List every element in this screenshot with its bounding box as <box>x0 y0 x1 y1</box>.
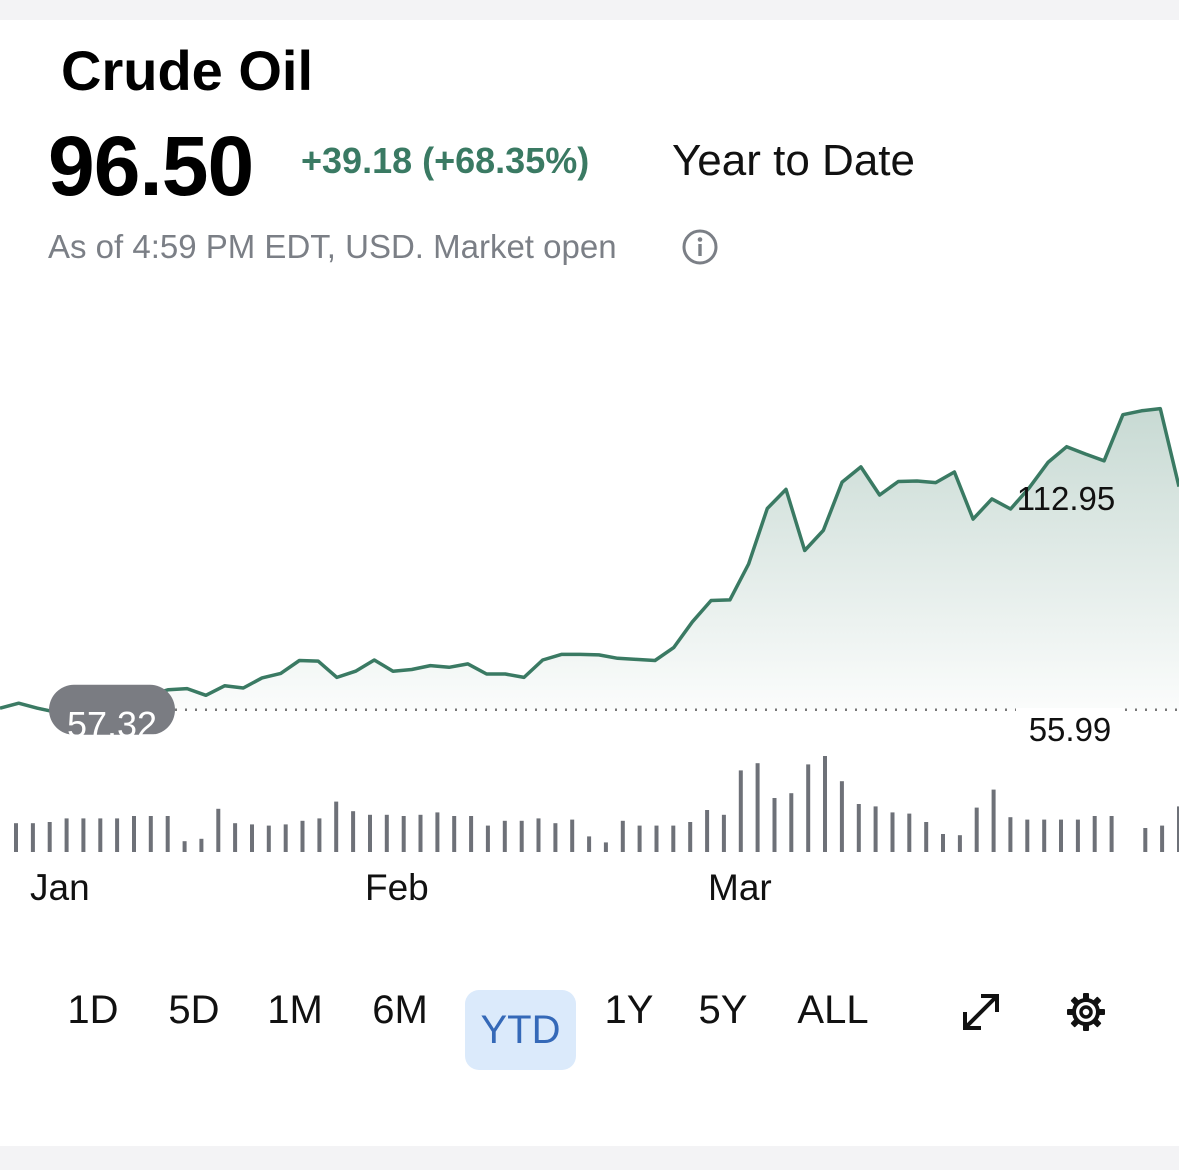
price-chart[interactable]: 57.32 55.99 112.95 Jan Feb Mar <box>0 0 1179 930</box>
volume-bar <box>839 781 844 852</box>
volume-bar <box>485 825 490 852</box>
info-icon[interactable] <box>681 228 719 266</box>
x-tick-jan: Jan <box>30 867 90 908</box>
volume-bar <box>721 814 726 852</box>
tab-ytd[interactable]: YTD <box>465 990 576 1070</box>
volume-bar <box>570 819 575 852</box>
volume-bar <box>30 823 35 852</box>
instrument-title: Crude Oil <box>61 39 314 102</box>
volume-bar <box>536 818 541 852</box>
volume-bar <box>469 816 474 852</box>
volume-bar <box>115 818 120 852</box>
gear-icon[interactable] <box>1064 990 1108 1034</box>
volume-bar <box>216 808 221 852</box>
volume-bar <box>351 811 356 852</box>
volume-bar <box>401 816 406 852</box>
period-label: Year to Date <box>672 136 915 185</box>
volume-bar <box>47 822 52 852</box>
volume-bar <box>1075 819 1080 852</box>
volume-bar <box>856 804 861 852</box>
volume-bar <box>14 823 18 852</box>
baseline-value-badge <box>49 684 175 735</box>
low-label-bg <box>1016 708 1124 748</box>
volume-bar <box>368 814 372 852</box>
tab-all[interactable]: ALL <box>797 988 869 1032</box>
volume-bar <box>1109 816 1114 852</box>
volume-bar <box>806 764 811 852</box>
high-value-label: 112.95 <box>1017 480 1115 517</box>
volume-bar <box>603 842 608 852</box>
volume-bar <box>924 822 929 852</box>
volume-bar <box>890 812 895 852</box>
volume-bar <box>418 814 423 852</box>
volume-bar <box>755 763 760 852</box>
volume-bar <box>654 825 659 852</box>
volume-bar <box>81 818 86 852</box>
volume-bar <box>435 812 440 852</box>
volume-bar <box>1177 806 1179 852</box>
baseline-value-label: 57.32 <box>67 704 157 745</box>
volume-bars <box>14 756 1179 852</box>
as-of-text: As of 4:59 PM EDT, USD. Market open <box>48 228 617 265</box>
price-line <box>0 406 1179 714</box>
tab-5d[interactable]: 5D <box>168 988 220 1032</box>
volume-bar <box>974 807 979 852</box>
volume-bar <box>317 818 322 852</box>
volume-bar <box>1092 816 1097 852</box>
volume-bar <box>502 820 507 852</box>
volume-bar <box>957 835 962 852</box>
volume-bar <box>64 818 69 852</box>
volume-bar <box>637 825 642 852</box>
volume-bar <box>266 825 271 852</box>
volume-bar <box>300 820 305 852</box>
tab-1y[interactable]: 1Y <box>604 988 654 1032</box>
volume-bar <box>98 818 103 852</box>
volume-bar <box>148 816 153 852</box>
volume-bar <box>553 823 558 852</box>
volume-bar <box>132 816 136 852</box>
volume-bar <box>620 820 625 852</box>
expand-icon[interactable] <box>959 990 1003 1034</box>
low-value-label: 55.99 <box>1029 711 1112 748</box>
x-tick-mar: Mar <box>708 867 772 908</box>
volume-bar <box>165 816 170 852</box>
volume-bar <box>1042 819 1047 852</box>
volume-bar <box>738 770 743 852</box>
volume-bar <box>789 793 794 852</box>
tab-5y[interactable]: 5Y <box>698 988 748 1032</box>
volume-bar <box>182 841 187 852</box>
volume-bar <box>1008 817 1013 852</box>
volume-bar <box>823 756 827 852</box>
x-tick-feb: Feb <box>365 867 429 908</box>
volume-bar <box>384 814 389 852</box>
volume-bar <box>1059 819 1063 852</box>
volume-bar <box>250 824 254 852</box>
volume-bar <box>334 801 339 852</box>
volume-bar <box>283 824 288 852</box>
volume-bar <box>1143 828 1148 852</box>
volume-bar <box>907 813 912 852</box>
volume-bar <box>671 825 676 852</box>
volume-bar <box>705 810 710 852</box>
volume-bar <box>452 816 457 852</box>
tab-1d[interactable]: 1D <box>67 988 119 1032</box>
volume-bar <box>991 789 996 852</box>
volume-bar <box>519 820 524 852</box>
volume-bar <box>233 823 238 852</box>
volume-bar <box>873 806 878 852</box>
price-area <box>0 408 1179 713</box>
volume-bar <box>587 836 592 852</box>
range-tabs: 1D 5D 1M 6M YTD 1Y 5Y ALL <box>0 970 1179 1070</box>
volume-bar <box>941 834 945 852</box>
price-change: +39.18 (+68.35%) <box>301 140 590 181</box>
current-price: 96.50 <box>48 119 254 213</box>
volume-bar <box>1025 819 1030 852</box>
volume-bar <box>772 798 777 852</box>
volume-bar <box>1160 825 1165 852</box>
volume-bar <box>199 838 204 852</box>
tab-6m[interactable]: 6M <box>372 988 428 1032</box>
tab-1m[interactable]: 1M <box>267 988 323 1032</box>
volume-bar <box>688 822 693 852</box>
